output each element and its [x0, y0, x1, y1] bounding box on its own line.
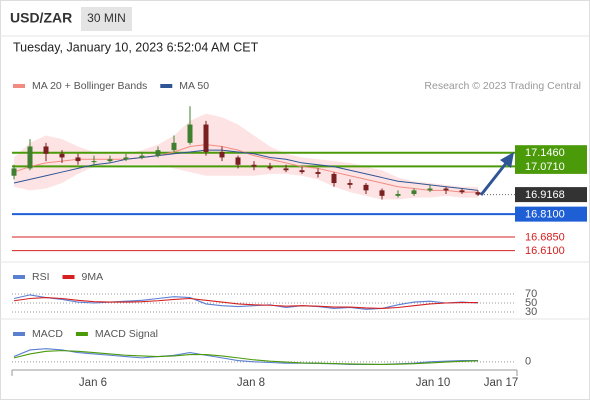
candle-body — [43, 146, 49, 154]
indicator-line — [13, 294, 479, 310]
candle-body — [283, 168, 289, 171]
candle-body — [203, 124, 209, 152]
candle-body — [459, 190, 465, 193]
y-tick-label: 30 — [525, 306, 537, 318]
legend-swatch — [13, 84, 25, 88]
current-price-box — [515, 187, 587, 203]
legend-swatch — [75, 332, 88, 336]
candle-body — [155, 150, 161, 156]
level-box — [515, 158, 587, 174]
candle-body — [187, 124, 193, 143]
y-tick-label: 0 — [525, 356, 531, 368]
candle-body — [107, 159, 113, 162]
indicator-line — [13, 350, 479, 366]
plot-layer: 17.1460 17.0710 16.9168 16.8100 16.6850 16.61… — [11, 80, 587, 368]
level-label: 16.8100 — [525, 209, 565, 221]
candle-body — [251, 164, 257, 167]
candle-body — [347, 183, 353, 185]
x-tick-label: Jan 8 — [237, 377, 265, 389]
indicator-line — [13, 297, 478, 309]
symbol: USD/ZAR — [10, 10, 72, 26]
credit: Research © 2023 Trading Central — [424, 80, 581, 92]
legend-swatch — [62, 275, 75, 279]
current-price-label: 16.9168 — [525, 189, 565, 201]
candle-body — [315, 172, 321, 174]
level-label: 16.6850 — [525, 231, 565, 243]
level-label: 16.6100 — [525, 245, 565, 257]
x-tick-label: Jan 17 — [484, 377, 519, 389]
candle-body — [27, 146, 33, 169]
candle-body — [379, 190, 385, 196]
y-tick-label: 70 — [525, 288, 537, 300]
legend-label: MA 20 + Bollinger Bands — [32, 80, 147, 92]
level-label: 17.1460 — [525, 147, 565, 159]
level-box — [515, 206, 587, 222]
legend-label: 9MA — [82, 271, 104, 283]
legend-label: MA 50 — [179, 80, 209, 92]
candle-body — [427, 188, 433, 191]
level-box — [515, 145, 587, 161]
candle-body — [411, 190, 417, 195]
candle-body — [11, 168, 17, 176]
forecast-arrowhead — [500, 152, 514, 168]
x-tick-label: Jan 6 — [79, 377, 107, 389]
candle-body — [267, 166, 273, 169]
forecast-arrow — [479, 161, 509, 196]
interval-label[interactable]: 30 MIN — [87, 11, 126, 25]
legend-swatch — [13, 332, 25, 336]
legend-label: RSI — [32, 271, 50, 283]
legend-label: MACD — [32, 328, 63, 340]
candle-body — [331, 173, 337, 184]
candle-body — [443, 188, 449, 191]
interval-button[interactable] — [81, 7, 132, 31]
candle-body — [91, 161, 97, 163]
y-tick-label: 50 — [525, 297, 537, 309]
candle-body — [139, 155, 145, 158]
x-tick-label: Jan 10 — [416, 377, 451, 389]
candle-body — [75, 157, 81, 162]
timestamp: Tuesday, January 10, 2023 6:52:04 AM CET — [13, 40, 259, 54]
candle-body — [395, 194, 401, 196]
candle-body — [363, 184, 369, 191]
candle-body — [123, 157, 129, 160]
candle-body — [219, 151, 225, 158]
candle-body — [59, 153, 65, 158]
level-label: 17.0710 — [525, 161, 565, 173]
candle-body — [235, 157, 241, 165]
legend-label: MACD Signal — [95, 328, 158, 340]
legend-swatch — [160, 84, 173, 88]
legend-swatch — [13, 275, 25, 279]
candle-body — [171, 142, 177, 151]
candle-body — [299, 170, 305, 173]
indicator-line — [13, 149, 479, 191]
candle-body — [475, 192, 481, 195]
